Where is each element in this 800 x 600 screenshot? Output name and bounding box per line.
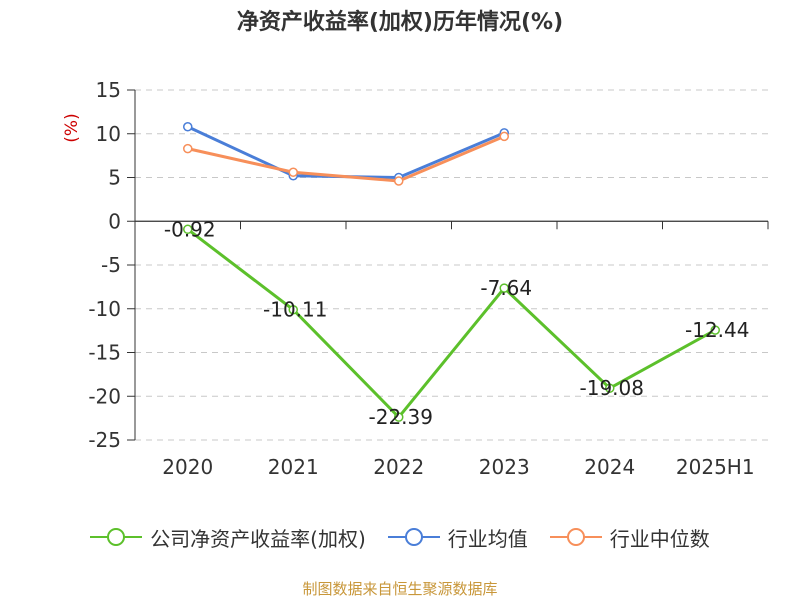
axes: 15 10 5 0 -5 -10 -15 -20 -25 2020 2021 2022 2023 2024… <box>62 78 769 479</box>
chart-title: 净资产收益率(加权)历年情况(%) <box>236 10 564 35</box>
series-line-industry_avg <box>187 125 505 179</box>
legend-item-company[interactable]: 公司净资产收益率(加权) <box>90 523 366 552</box>
data-point-industry_avg <box>183 122 193 132</box>
series-line-company <box>186 228 716 419</box>
line-chart: 15 10 5 0 -5 -10 -15 -20 -25 2020 2021 2022 2023 2024… <box>62 78 769 479</box>
legend-item-industry-avg[interactable]: 行业均值 <box>387 523 528 552</box>
data-point-company <box>394 412 404 422</box>
data-point-company <box>183 224 193 235</box>
legend-line-circle-icon <box>90 528 143 546</box>
data-label: -19.08 <box>580 376 644 400</box>
legend-line-circle-icon <box>387 528 440 546</box>
data-label: -7.64 <box>480 276 532 300</box>
data-point-company <box>710 325 720 335</box>
data-point-industry_median <box>288 167 298 177</box>
x-tick-label: 2025H1 <box>676 455 755 479</box>
data-label: -0.92 <box>164 217 216 241</box>
y-tick-label: 15 <box>96 78 121 102</box>
data-point-company <box>499 283 509 293</box>
y-tick-label: -15 <box>88 341 121 365</box>
y-axis-unit-label: (%) <box>62 113 82 142</box>
data-point-company <box>605 383 615 393</box>
data-label: -12.44 <box>685 318 749 342</box>
data-source-note: 制图数据来自恒生聚源数据库 <box>302 580 498 598</box>
x-tick-label: 2021 <box>268 455 319 479</box>
data-point-industry_median <box>499 131 509 142</box>
legend-label: 公司净资产收益率(加权) <box>150 526 366 551</box>
x-tick-label: 2020 <box>162 455 213 479</box>
grid-lines <box>135 89 768 441</box>
legend-label: 行业均值 <box>447 526 528 551</box>
legend-label: 行业中位数 <box>609 526 710 551</box>
data-point-company <box>288 304 298 315</box>
x-tick-label: 2024 <box>584 455 635 479</box>
x-tick-label: 2023 <box>479 455 530 479</box>
series-line-industry_median <box>187 134 505 183</box>
legend: 公司净资产收益率(加权) 行业均值 行业中位数 <box>0 520 800 554</box>
y-tick-label: -25 <box>88 428 121 452</box>
data-label: -22.39 <box>369 405 433 429</box>
legend-item-industry-median[interactable]: 行业中位数 <box>549 523 710 552</box>
data-labels: -0.92 -10.11 -22.39 -7.64 -19.08 -12.44 <box>164 217 750 429</box>
y-tick-label: -5 <box>101 253 121 277</box>
y-tick-label: 0 <box>108 209 121 233</box>
data-point-industry_median <box>183 143 193 154</box>
x-tick-label: 2022 <box>373 455 424 479</box>
data-label: -10.11 <box>263 298 327 322</box>
series <box>183 122 720 422</box>
y-tick-label: 5 <box>108 166 121 190</box>
y-tick-label: 10 <box>96 122 121 146</box>
legend-line-circle-icon <box>549 528 602 546</box>
data-point-industry_median <box>394 176 404 186</box>
y-tick-label: -10 <box>88 297 121 321</box>
y-tick-label: -20 <box>88 384 121 408</box>
